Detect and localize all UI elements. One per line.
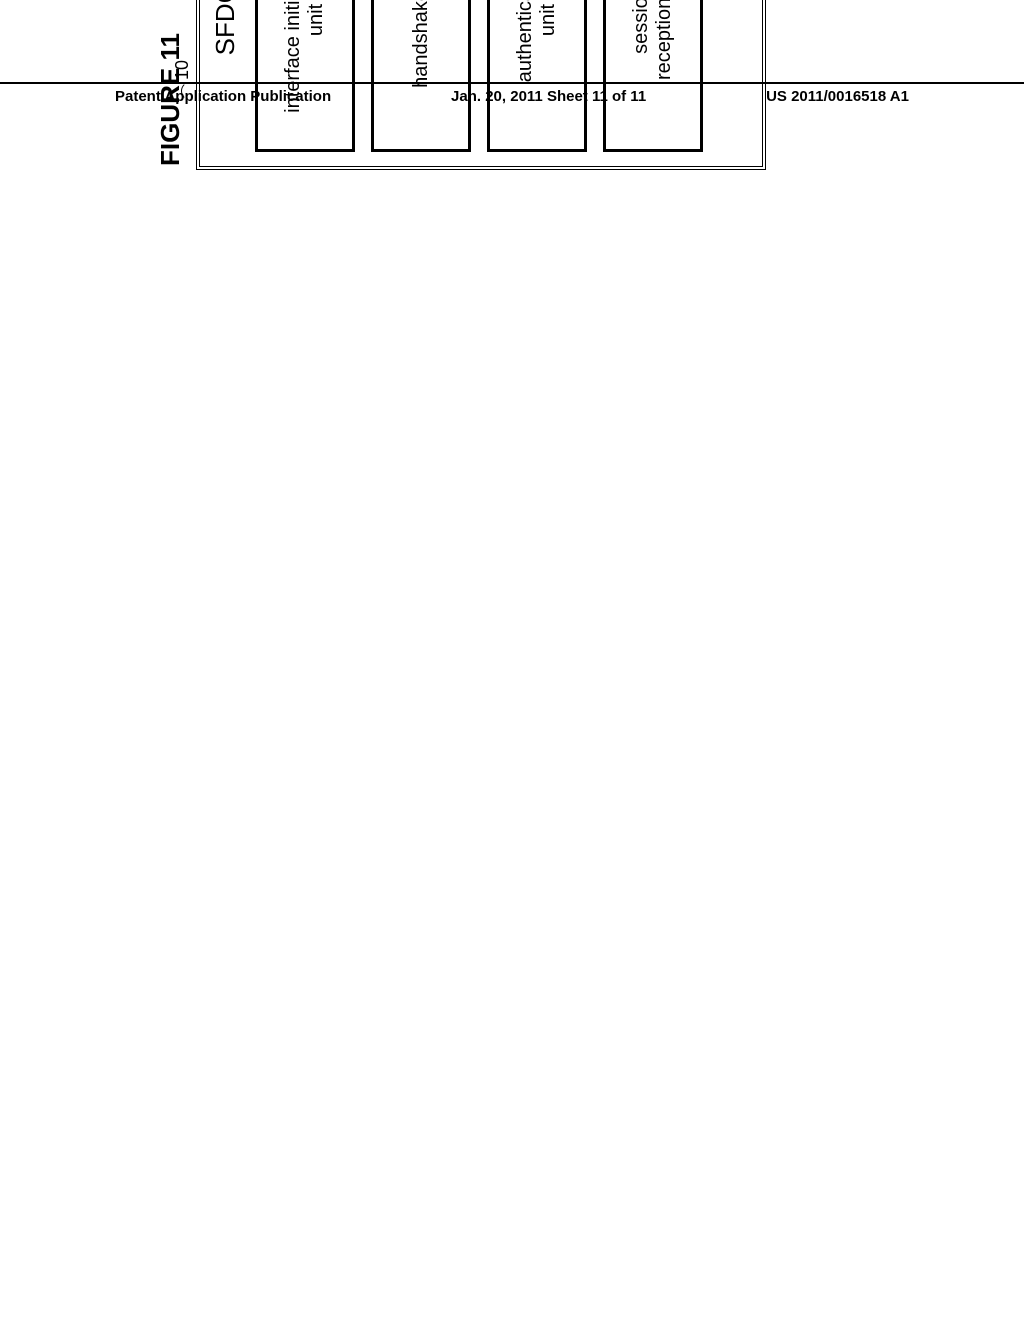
unit-box: interface initialization unit <box>255 0 355 152</box>
unit-label: handshake unit <box>410 0 433 88</box>
module-title: SFDC <box>210 0 241 152</box>
unit-label: authentication unit <box>514 0 560 82</box>
unit-wrap: ⌒114authentication unit <box>487 0 587 152</box>
header-right: US 2011/0016518 A1 <box>766 88 909 105</box>
unit-wrap: ⌒112interface initialization unit <box>255 0 355 152</box>
module: SFDC⌒112interface initialization unit⌒11… <box>196 0 766 170</box>
unit-label: session reception unit <box>630 0 676 80</box>
caret-icon: ⌒ <box>183 84 193 98</box>
unit-box: authentication unit <box>487 0 587 152</box>
module-outer-ref-label: 10 <box>172 60 193 80</box>
unit-wrap: ⌒113handshake unit <box>371 0 471 152</box>
module-wrap: ⌒10⌒111SFDC⌒112interface initialization … <box>196 0 766 170</box>
figure-diagram: FIGURE 11 ⌒10⌒111SFDC⌒112interface initi… <box>155 0 766 170</box>
unit-wrap: ⌒115session reception unit <box>603 0 703 152</box>
module-outer-ref: ⌒ 10 <box>172 60 193 98</box>
unit-box: handshake unit <box>371 0 471 152</box>
unit-box: session reception unit <box>603 0 703 152</box>
unit-label: interface initialization unit <box>282 0 328 113</box>
